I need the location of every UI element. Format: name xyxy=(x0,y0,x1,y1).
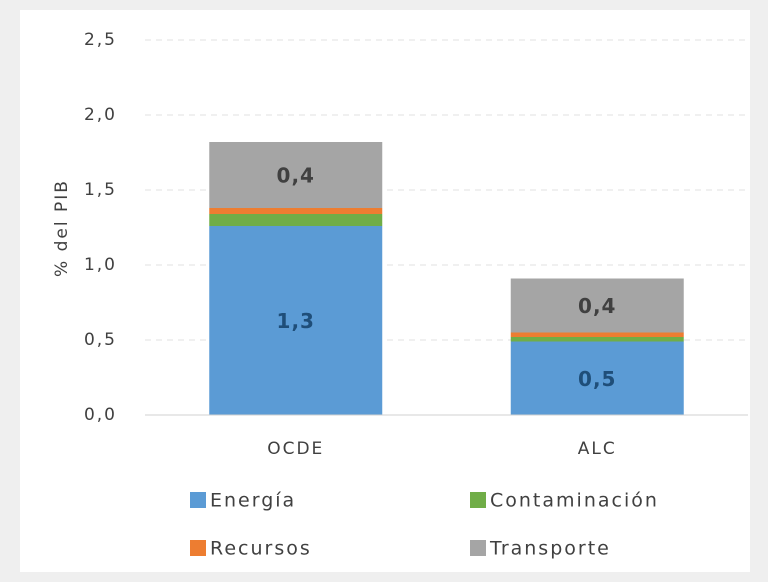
legend-label: Energía xyxy=(210,490,296,512)
legend-swatch xyxy=(470,492,486,508)
value-label: 0,5 xyxy=(578,367,616,391)
value-label: 1,3 xyxy=(277,309,315,333)
y-tick-label: 1,5 xyxy=(84,180,117,200)
value-label: 0,4 xyxy=(277,164,315,188)
bar-segment xyxy=(209,226,383,415)
x-tick-label: ALC xyxy=(578,439,617,459)
value-label: 0,4 xyxy=(578,294,616,318)
legend-swatch xyxy=(190,492,206,508)
y-tick-label: 0,0 xyxy=(84,405,117,425)
y-tick-label: 1,0 xyxy=(84,255,117,275)
legend-label: Contaminación xyxy=(490,490,659,512)
y-tick-label: 0,5 xyxy=(84,330,117,350)
legend-label: Transporte xyxy=(489,538,611,560)
x-tick-label: OCDE xyxy=(267,439,324,459)
bar-segment xyxy=(510,341,684,415)
bar-segment xyxy=(510,337,684,342)
bar-segment xyxy=(209,214,383,226)
bar-segment xyxy=(510,278,684,333)
y-tick-label: 2,0 xyxy=(84,105,117,125)
bar-segment xyxy=(510,332,684,337)
y-tick-label: 2,5 xyxy=(84,30,117,50)
legend-label: Recursos xyxy=(210,538,312,560)
legend-swatch xyxy=(190,540,206,556)
bar-segment xyxy=(209,208,383,214)
bar-segment xyxy=(209,142,383,208)
y-axis-label: % del PIB xyxy=(52,179,72,277)
legend-swatch xyxy=(470,540,486,556)
